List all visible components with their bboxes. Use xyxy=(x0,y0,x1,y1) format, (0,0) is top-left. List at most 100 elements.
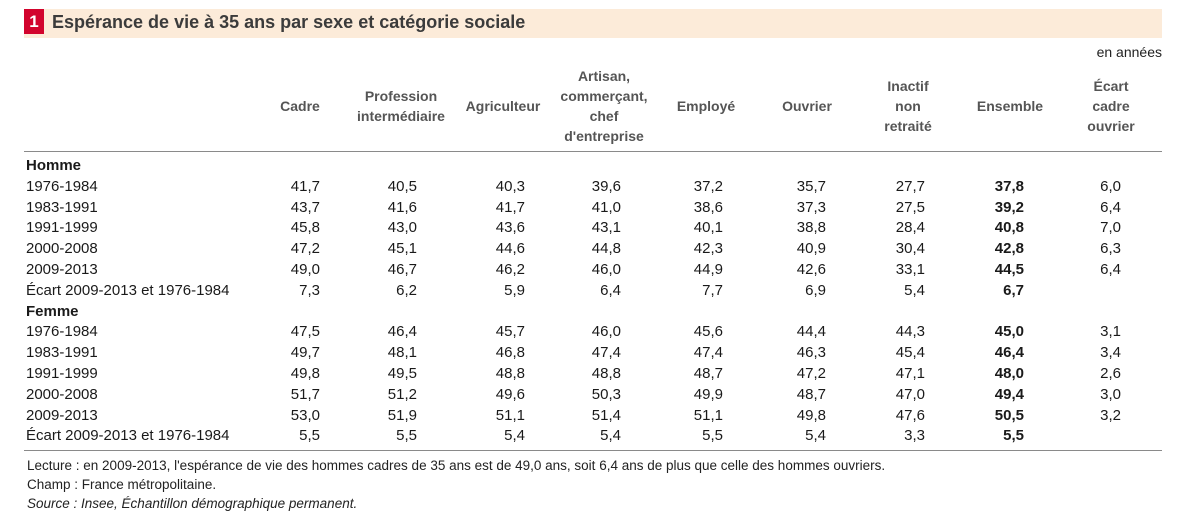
cell-ensemble: 46,4 xyxy=(994,344,1024,361)
table-row: 1991-1999 45,8 43,0 43,6 43,1 40,1 38,8 28,4 40,… xyxy=(24,217,1162,238)
cell-ouvrier: 49,8 xyxy=(796,407,826,424)
cell-employe: 51,1 xyxy=(693,407,723,424)
column-header-cadre: Cadre xyxy=(280,98,320,114)
cell-ecart: 6,0 xyxy=(1100,178,1121,195)
cell-agriculteur: 51,1 xyxy=(495,407,525,424)
table-row: 2000-2008 47,2 45,1 44,6 44,8 42,3 40,9 30,4 42,… xyxy=(24,238,1162,259)
cell-ouvrier: 35,7 xyxy=(796,178,826,195)
cell-inactif: 44,3 xyxy=(895,323,925,340)
cell-prof_inter: 6,2 xyxy=(396,282,417,299)
cell-employe: 37,2 xyxy=(693,178,723,195)
cell-ouvrier: 47,2 xyxy=(796,365,826,382)
cell-ecart: 3,1 xyxy=(1100,323,1121,340)
table-row: 1976-1984 47,5 46,4 45,7 46,0 45,6 44,4 44,3 45,… xyxy=(24,321,1162,342)
table-row: 2009-2013 49,0 46,7 46,2 46,0 44,9 42,6 33,1 44,… xyxy=(24,259,1162,280)
note-source: Source : Insee, Échantillon démographiqu… xyxy=(27,496,358,511)
figure-title: Espérance de vie à 35 ans par sexe et ca… xyxy=(52,12,526,32)
cell-inactif: 28,4 xyxy=(895,219,925,236)
cell-inactif: 47,1 xyxy=(895,365,925,382)
cell-ouvrier: 38,8 xyxy=(796,219,826,236)
cell-ensemble: 5,5 xyxy=(1003,427,1024,444)
cell-agriculteur: 40,3 xyxy=(495,178,525,195)
cell-prof_inter: 51,9 xyxy=(387,407,417,424)
cell-agriculteur: 41,7 xyxy=(495,199,525,216)
cell-ecart: 7,0 xyxy=(1100,219,1121,236)
cell-inactif: 27,5 xyxy=(895,199,925,216)
cell-artisan: 46,0 xyxy=(591,323,621,340)
row-label: 1991-1999 xyxy=(26,219,98,236)
cell-ecart: 3,0 xyxy=(1100,386,1121,403)
cell-inactif: 3,3 xyxy=(904,427,925,444)
column-header-ouvrier: Ouvrier xyxy=(782,98,832,114)
cell-prof_inter: 41,6 xyxy=(387,199,417,216)
cell-ouvrier: 48,7 xyxy=(796,386,826,403)
cell-prof_inter: 5,5 xyxy=(396,427,417,444)
cell-prof_inter: 48,1 xyxy=(387,344,417,361)
table-row: 2000-2008 51,7 51,2 49,6 50,3 49,9 48,7 47,0 49,… xyxy=(24,384,1162,405)
cell-ensemble: 39,2 xyxy=(994,199,1024,216)
cell-artisan: 41,0 xyxy=(591,199,621,216)
cell-cadre: 47,5 xyxy=(290,323,320,340)
cell-artisan: 47,4 xyxy=(591,344,621,361)
cell-employe: 7,7 xyxy=(702,282,723,299)
cell-artisan: 6,4 xyxy=(600,282,621,299)
cell-cadre: 43,7 xyxy=(290,199,320,216)
figure-title-bar: 1 Espérance de vie à 35 ans par sexe et … xyxy=(24,9,1162,38)
column-header-ensemble: Ensemble xyxy=(976,98,1044,114)
cell-employe: 38,6 xyxy=(693,199,723,216)
column-header-inactif: Inactif non retraité xyxy=(884,78,932,134)
table-row: 1976-1984 41,7 40,5 40,3 39,6 37,2 35,7 27,7 37,… xyxy=(24,176,1162,197)
cell-inactif: 45,4 xyxy=(895,344,925,361)
cell-cadre: 47,2 xyxy=(290,240,320,257)
column-header-prof_inter: Profession intermédiaire xyxy=(357,88,445,124)
cell-inactif: 47,6 xyxy=(895,407,925,424)
cell-ensemble: 49,4 xyxy=(994,386,1024,403)
cell-ouvrier: 42,6 xyxy=(796,261,826,278)
cell-cadre: 5,5 xyxy=(299,427,320,444)
cell-agriculteur: 49,6 xyxy=(495,386,525,403)
section-header-homme: Homme xyxy=(24,155,1162,176)
cell-ecart: 6,4 xyxy=(1100,199,1121,216)
cell-cadre: 49,7 xyxy=(290,344,320,361)
cell-ouvrier: 46,3 xyxy=(796,344,826,361)
column-header-ecart: Écart cadre ouvrier xyxy=(1087,78,1135,134)
cell-ensemble: 48,0 xyxy=(994,365,1024,382)
cell-ensemble: 37,8 xyxy=(994,178,1024,195)
cell-artisan: 51,4 xyxy=(591,407,621,424)
cell-agriculteur: 5,9 xyxy=(504,282,525,299)
table-row: 1991-1999 49,8 49,5 48,8 48,8 48,7 47,2 47,1 48,… xyxy=(24,363,1162,384)
cell-ensemble: 6,7 xyxy=(1003,282,1024,299)
cell-ensemble: 45,0 xyxy=(994,323,1024,340)
cell-ouvrier: 44,4 xyxy=(796,323,826,340)
cell-inactif: 47,0 xyxy=(895,386,925,403)
cell-employe: 47,4 xyxy=(693,344,723,361)
cell-ouvrier: 6,9 xyxy=(805,282,826,299)
cell-prof_inter: 43,0 xyxy=(387,219,417,236)
row-label: 1976-1984 xyxy=(26,323,98,340)
row-label: 1991-1999 xyxy=(26,365,98,382)
column-header-employe: Employé xyxy=(676,98,736,114)
cell-prof_inter: 46,4 xyxy=(387,323,417,340)
cell-artisan: 39,6 xyxy=(591,178,621,195)
cell-cadre: 51,7 xyxy=(290,386,320,403)
table-row: Écart 2009-2013 et 1976-1984 5,5 5,5 5,4 5,4… xyxy=(24,425,1162,446)
cell-ensemble: 40,8 xyxy=(994,219,1024,236)
cell-inactif: 27,7 xyxy=(895,178,925,195)
cell-inactif: 5,4 xyxy=(904,282,925,299)
cell-agriculteur: 5,4 xyxy=(504,427,525,444)
cell-prof_inter: 49,5 xyxy=(387,365,417,382)
row-label: Écart 2009-2013 et 1976-1984 xyxy=(26,282,230,299)
unit-label: en années xyxy=(1096,44,1162,60)
cell-artisan: 46,0 xyxy=(591,261,621,278)
cell-agriculteur: 45,7 xyxy=(495,323,525,340)
column-header-artisan: Artisan, commerçant, chef d'entreprise xyxy=(560,68,648,144)
cell-employe: 5,5 xyxy=(702,427,723,444)
row-label: 2000-2008 xyxy=(26,240,98,257)
cell-agriculteur: 46,8 xyxy=(495,344,525,361)
table-row: 1983-1991 49,7 48,1 46,8 47,4 47,4 46,3 45,4 46,… xyxy=(24,342,1162,363)
cell-prof_inter: 46,7 xyxy=(387,261,417,278)
cell-inactif: 30,4 xyxy=(895,240,925,257)
cell-agriculteur: 43,6 xyxy=(495,219,525,236)
figure-number-badge: 1 xyxy=(24,9,44,34)
note-champ: Champ : France métropolitaine. xyxy=(27,477,217,492)
